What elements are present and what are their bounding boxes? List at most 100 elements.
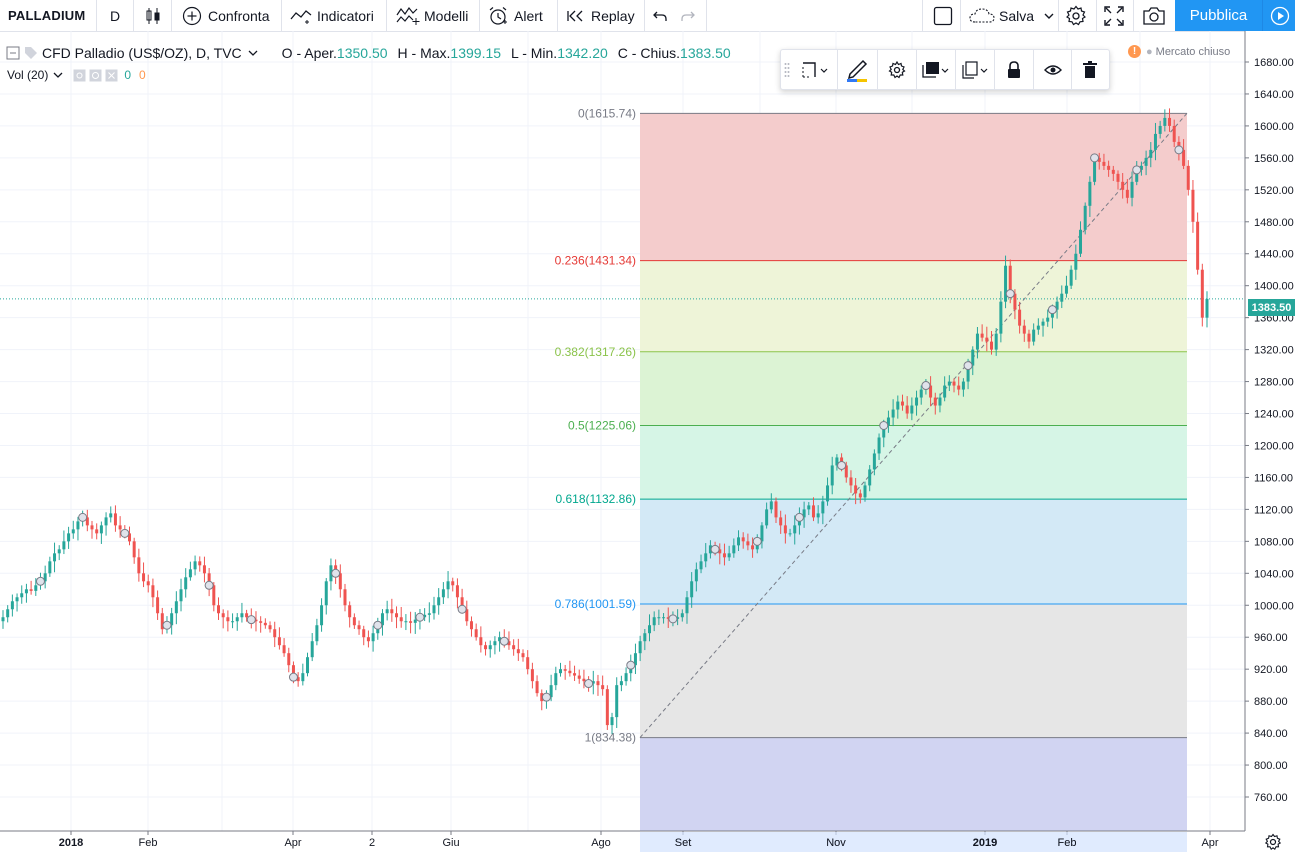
event-marker[interactable]: [710, 544, 720, 554]
event-marker[interactable]: [837, 460, 847, 470]
publish-button[interactable]: Pubblica: [1175, 0, 1262, 31]
replay-button[interactable]: Replay: [567, 0, 635, 31]
fib-zone: [640, 260, 1187, 352]
candle-body: [366, 637, 370, 642]
event-marker[interactable]: [204, 580, 214, 590]
fib-zone: [640, 113, 1187, 261]
event-marker[interactable]: [288, 672, 298, 682]
fullscreen-button[interactable]: [1104, 0, 1124, 31]
indicators-button[interactable]: Indicatori: [290, 0, 374, 31]
fib-trend-line[interactable]: [639, 113, 1188, 738]
line-style-button[interactable]: [795, 50, 835, 89]
event-marker[interactable]: [963, 361, 973, 371]
templates-button[interactable]: Modelli: [396, 0, 468, 31]
candle-body: [535, 681, 539, 694]
event-marker[interactable]: [794, 512, 804, 522]
alert-button[interactable]: Alert: [488, 0, 543, 31]
candle-body: [676, 617, 680, 619]
event-marker[interactable]: [921, 381, 931, 391]
warning-icon[interactable]: !: [1128, 45, 1141, 58]
layout-button[interactable]: [933, 0, 953, 31]
copy-icon: [962, 60, 988, 79]
candle-body: [638, 641, 642, 654]
delete-button[interactable]: [1072, 50, 1108, 89]
alarm-clock-icon: [489, 6, 507, 25]
toolbar-divider: [922, 0, 923, 31]
redo-button[interactable]: [680, 0, 696, 31]
candle-body: [1046, 317, 1050, 322]
candle-body: [207, 573, 211, 586]
event-marker[interactable]: [35, 576, 45, 586]
toolbar-divider: [96, 0, 97, 31]
event-marker[interactable]: [499, 636, 509, 646]
candle-body: [877, 437, 881, 454]
stream-button[interactable]: [1262, 0, 1295, 31]
event-marker[interactable]: [1174, 145, 1184, 155]
volume-title[interactable]: Vol (20): [7, 68, 49, 82]
series-title[interactable]: CFD Palladio (US$/OZ), D, TVC: [42, 45, 242, 61]
snapshot-button[interactable]: [1142, 0, 1166, 31]
candle-body: [540, 693, 544, 702]
candle-body: [516, 649, 520, 654]
chevron-down-icon[interactable]: [248, 49, 258, 57]
event-marker[interactable]: [457, 604, 467, 614]
save-button[interactable]: Salva: [969, 0, 1054, 31]
event-marker[interactable]: [668, 614, 678, 624]
fib-zone: [640, 737, 1187, 831]
candle-body: [1079, 229, 1083, 254]
candle-body: [240, 613, 244, 618]
gear-icon[interactable]: [89, 69, 102, 82]
event-marker[interactable]: [246, 615, 256, 625]
chevron-down-icon[interactable]: [53, 71, 63, 79]
event-marker[interactable]: [1090, 153, 1100, 163]
interval-selector[interactable]: D: [110, 7, 121, 24]
toolbar-divider: [1096, 0, 1097, 31]
symbol-search[interactable]: PALLADIUM: [8, 8, 86, 23]
time-tick-label: 2: [369, 837, 375, 849]
candle-body: [577, 675, 581, 679]
fib-zone: [640, 425, 1187, 500]
close-icon[interactable]: [105, 69, 118, 82]
color-button[interactable]: [838, 50, 876, 89]
compare-button[interactable]: Confronta: [182, 0, 269, 31]
event-marker[interactable]: [752, 536, 762, 546]
collapse-legend-icon[interactable]: [6, 46, 20, 60]
lock-button[interactable]: [995, 50, 1033, 89]
event-marker[interactable]: [331, 568, 341, 578]
clone-button[interactable]: [956, 50, 994, 89]
event-marker[interactable]: [373, 620, 383, 630]
candle-body: [1055, 301, 1059, 310]
visual-order-button[interactable]: [917, 50, 955, 89]
settings-button[interactable]: [1065, 0, 1087, 31]
axis-settings-icon[interactable]: [1264, 833, 1282, 851]
candle-body: [690, 581, 694, 598]
event-marker[interactable]: [1132, 165, 1142, 175]
price-tick-label: 1040.00: [1254, 568, 1294, 580]
event-marker[interactable]: [415, 612, 425, 622]
event-markers[interactable]: [35, 145, 1184, 702]
event-marker[interactable]: [120, 528, 130, 538]
event-marker[interactable]: [584, 679, 594, 689]
time-tick-label: Apr: [284, 837, 301, 849]
candle-body: [437, 597, 441, 606]
event-marker[interactable]: [541, 692, 551, 702]
event-marker[interactable]: [162, 620, 172, 630]
candle-body: [615, 685, 619, 718]
event-marker[interactable]: [879, 421, 889, 431]
toolbar-divider: [281, 0, 282, 31]
event-marker[interactable]: [626, 660, 636, 670]
drag-handle[interactable]: [781, 50, 793, 89]
event-marker[interactable]: [1005, 289, 1015, 299]
price-axis[interactable]: [1245, 31, 1295, 831]
chart-type-button[interactable]: [144, 0, 162, 31]
event-marker[interactable]: [1047, 305, 1057, 315]
hide-button[interactable]: [1034, 50, 1071, 89]
event-marker[interactable]: [78, 512, 88, 522]
fib-level-label: 0.5(1225.06): [568, 418, 636, 432]
candle-body: [821, 501, 825, 514]
undo-button[interactable]: [652, 0, 668, 31]
fibonacci-levels[interactable]: 0(1615.74) 0.236(1431.34) 0.382(1317.26) 0.…: [555, 106, 1187, 745]
eye-icon[interactable]: [73, 69, 86, 82]
drawing-settings-button[interactable]: [878, 50, 916, 89]
